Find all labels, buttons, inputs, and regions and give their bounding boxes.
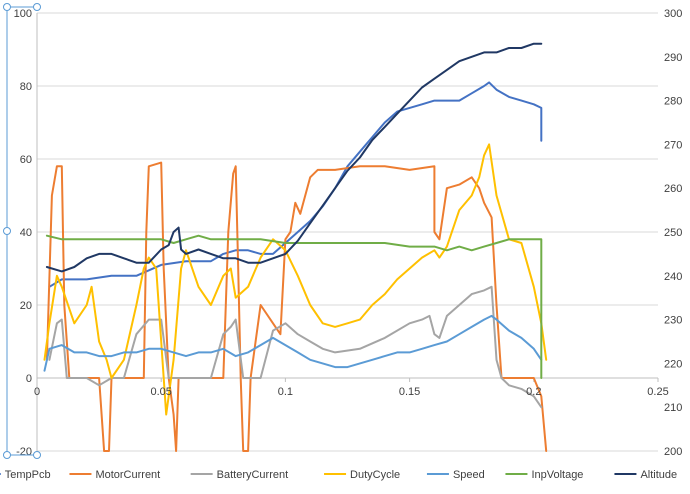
- y-left-tick-label: -20: [16, 446, 32, 458]
- series-line-altitude: [45, 42, 543, 273]
- legend: TempPcb MotorCurrent BatteryCurrent DutyCyc…: [0, 469, 677, 481]
- legend-label: TempPcb: [5, 469, 51, 481]
- resize-handle[interactable]: [3, 451, 11, 459]
- legend-label: MotorCurrent: [95, 469, 160, 481]
- y-left-tick-label: 100: [14, 8, 32, 20]
- legend-item: BatteryCurrent: [190, 469, 289, 481]
- legend-label: DutyCycle: [350, 469, 400, 481]
- y-right-tick-label: 250: [664, 227, 682, 239]
- series-lines: [43, 42, 548, 452]
- legend-item: DutyCycle: [324, 469, 400, 481]
- x-tick-label: 0.25: [647, 386, 668, 398]
- series-line-batterycurrent: [48, 285, 543, 409]
- tick-labels: -20 0 20 40 60 80 100 200 210 220 230 240 250 260 270 2…: [14, 8, 683, 458]
- y-right-tick-label: 240: [664, 271, 682, 283]
- gridlines: [37, 12, 658, 452]
- legend-label: Altitude: [640, 469, 677, 481]
- legend-label: Speed: [453, 469, 485, 481]
- resize-handle[interactable]: [33, 451, 41, 459]
- x-tick-label: 0.05: [150, 386, 171, 398]
- resize-handle[interactable]: [3, 3, 11, 11]
- y-right-tick-label: 300: [664, 8, 682, 20]
- legend-item: InpVoltage: [505, 469, 583, 481]
- y-left-tick-label: 20: [20, 300, 32, 312]
- y-right-tick-label: 220: [664, 358, 682, 370]
- series-line-temppcb: [48, 81, 543, 288]
- x-tick-label: 0.15: [399, 386, 420, 398]
- y-right-tick-label: 230: [664, 315, 682, 327]
- y-right-tick-label: 260: [664, 183, 682, 195]
- y-left-tick-label: 60: [20, 154, 32, 166]
- resize-handle[interactable]: [33, 3, 41, 11]
- x-tick-label: 0.2: [526, 386, 541, 398]
- series-line-speed: [43, 314, 543, 372]
- x-tick-label: 0.1: [278, 386, 293, 398]
- series-line-motorcurrent: [45, 161, 548, 452]
- x-tick-label: 0: [34, 386, 40, 398]
- y-left-tick-label: 40: [20, 227, 32, 239]
- legend-item: MotorCurrent: [69, 469, 160, 481]
- legend-item: TempPcb: [0, 469, 51, 481]
- legend-label: BatteryCurrent: [217, 469, 289, 481]
- series-line-inpvoltage: [45, 234, 543, 379]
- selection-handles[interactable]: [3, 3, 41, 459]
- y-left-tick-label: 80: [20, 81, 32, 93]
- y-right-tick-label: 200: [664, 446, 682, 458]
- y-right-tick-label: 290: [664, 52, 682, 64]
- y-left-tick-label: 0: [26, 373, 32, 385]
- legend-item: Altitude: [614, 469, 677, 481]
- y-right-tick-label: 280: [664, 96, 682, 108]
- legend-label: InpVoltage: [531, 469, 583, 481]
- resize-handle[interactable]: [3, 227, 11, 235]
- y-right-tick-label: 210: [664, 402, 682, 414]
- series-line-dutycycle: [43, 143, 548, 416]
- y-right-tick-label: 270: [664, 139, 682, 151]
- legend-item: Speed: [426, 469, 485, 481]
